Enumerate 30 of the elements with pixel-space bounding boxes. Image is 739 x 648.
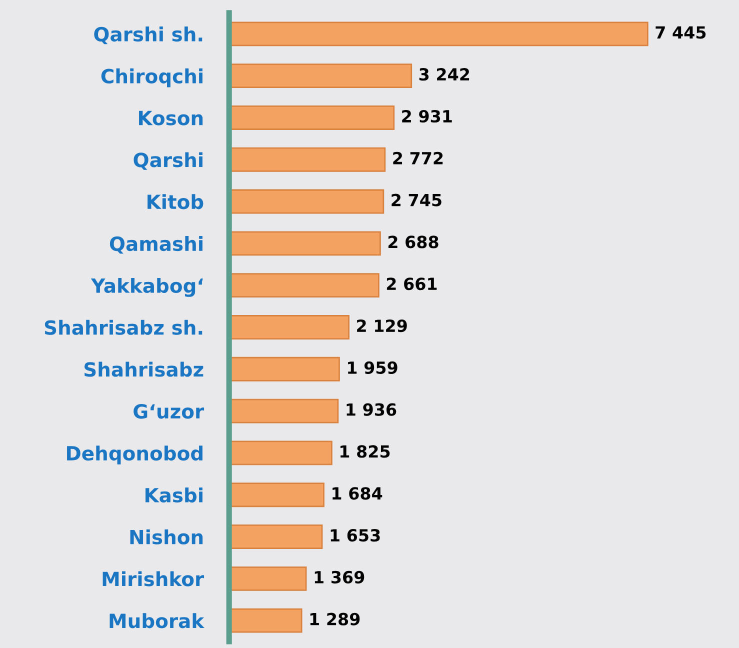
data-label: 1 959 (348, 361, 398, 374)
y-tick-label: Koson (139, 110, 203, 126)
data-label: 1 684 (332, 487, 382, 500)
y-tick-label: G‘uzor (134, 404, 204, 419)
y-tick-label: Qamashi (110, 236, 202, 254)
y-tick-label: Shahrisabz sh. (44, 320, 202, 335)
data-label: 1 825 (340, 445, 390, 458)
y-tick-label: Kasbi (146, 487, 202, 503)
data-label: 2 129 (357, 319, 407, 332)
data-label: 1 653 (330, 528, 380, 542)
y-tick-label: Nishon (130, 529, 203, 544)
data-label: 2 931 (402, 110, 452, 123)
y-tick-label: Qarshi (134, 152, 202, 170)
y-tick-label: Qarshi sh. (94, 26, 202, 44)
data-label: 1 936 (346, 403, 396, 416)
data-label: 1 289 (310, 612, 360, 626)
data-label: 2 772 (393, 152, 443, 164)
data-label: 1 369 (314, 570, 364, 584)
y-tick-label: Muborak (110, 613, 204, 628)
y-tick-label: Mirishkor (102, 571, 204, 586)
y-tick-label: Kitob (148, 194, 204, 210)
y-tick-label: Dehqonobod (67, 446, 202, 464)
data-label: 7 445 (656, 26, 706, 39)
data-label: 2 745 (392, 194, 442, 206)
data-label: 3 242 (419, 68, 470, 81)
y-tick-label: Yakkabog‘ (90, 278, 203, 297)
y-tick-label: Shahrisabz (84, 362, 204, 377)
data-label: 2 661 (386, 278, 437, 290)
data-label: 2 688 (388, 236, 438, 248)
y-tick-label: Chiroqchi (101, 68, 202, 88)
